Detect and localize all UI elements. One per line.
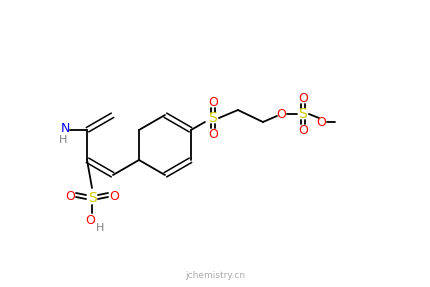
Text: O: O — [85, 214, 95, 226]
Text: O: O — [297, 123, 307, 137]
Text: O: O — [297, 92, 307, 104]
Text: O: O — [109, 189, 119, 203]
Text: O: O — [208, 127, 218, 141]
Text: O: O — [208, 96, 218, 108]
Text: O: O — [65, 189, 75, 203]
Text: O: O — [275, 108, 285, 121]
Text: jchemistry.cn: jchemistry.cn — [184, 271, 245, 280]
Text: H: H — [95, 223, 104, 233]
Text: H: H — [59, 135, 67, 145]
Text: N: N — [60, 121, 70, 135]
Text: S: S — [298, 107, 307, 121]
Text: S: S — [208, 111, 217, 125]
Text: O: O — [315, 115, 325, 129]
Text: S: S — [87, 191, 96, 205]
